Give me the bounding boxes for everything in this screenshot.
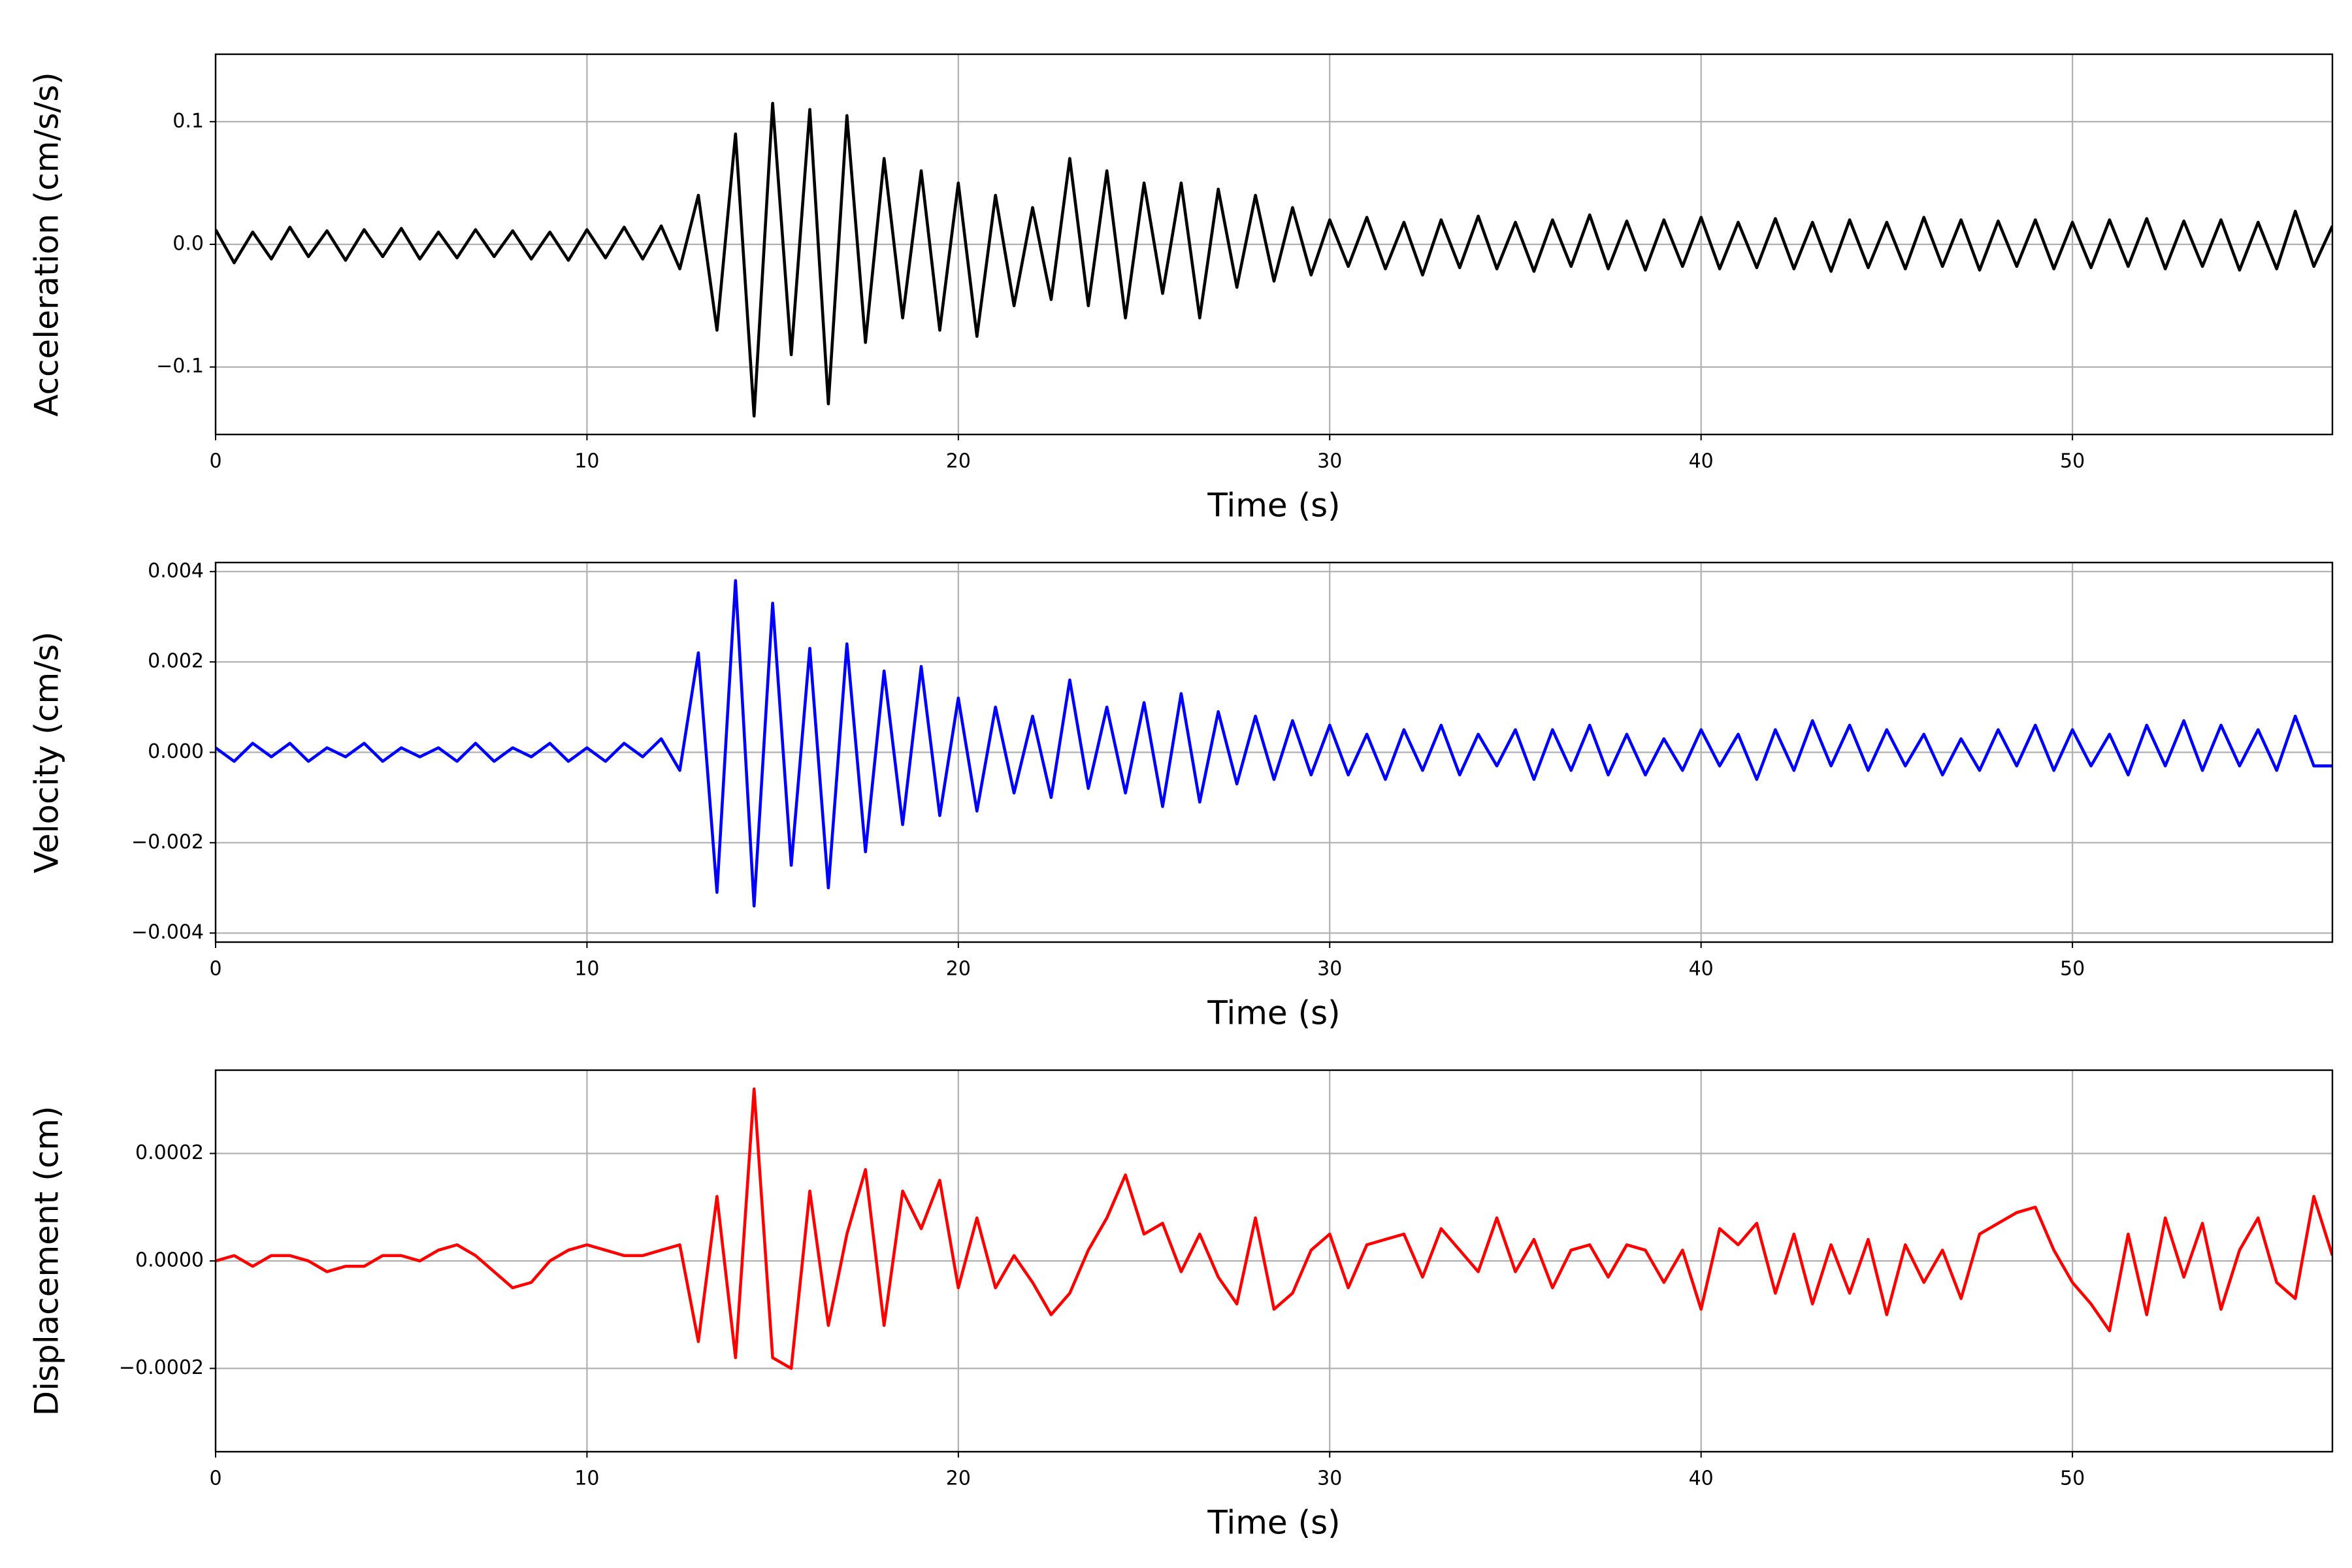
- x-tick-label: 30: [1317, 958, 1342, 981]
- x-tick-label: 50: [2060, 450, 2085, 473]
- x-axis-label: Time (s): [1207, 487, 1340, 525]
- y-tick-label: −0.002: [131, 830, 204, 853]
- x-tick-label: 10: [574, 958, 599, 981]
- y-tick-label: 0.000: [148, 740, 204, 763]
- y-axis-label: Acceleration (cm/s/s): [28, 72, 66, 417]
- x-tick-label: 50: [2060, 958, 2085, 981]
- y-tick-label: 0.002: [148, 650, 204, 673]
- y-tick-label: −0.004: [131, 921, 204, 944]
- x-tick-label: 20: [946, 1467, 971, 1490]
- signal-line: [216, 1087, 2332, 1370]
- x-tick-label: 20: [946, 450, 971, 473]
- x-tick-label: 50: [2060, 1467, 2085, 1490]
- y-axis-label: Velocity (cm/s): [28, 631, 66, 873]
- axes-frame: [214, 53, 2334, 436]
- x-tick-label: 0: [209, 958, 221, 981]
- x-tick-label: 0: [209, 1467, 221, 1490]
- signal-line: [216, 101, 2332, 418]
- y-tick-label: −0.0002: [119, 1356, 204, 1379]
- y-axis-label: Displacement (cm): [28, 1106, 66, 1416]
- x-tick-label: 30: [1317, 450, 1342, 473]
- y-tick-label: 0.0000: [135, 1249, 204, 1272]
- y-tick-label: 0.1: [172, 110, 204, 133]
- y-tick-label: 0.0: [172, 233, 204, 255]
- y-tick-label: 0.0002: [135, 1141, 204, 1164]
- y-tick-label: 0.004: [148, 559, 204, 582]
- y-tick-label: −0.1: [156, 355, 204, 378]
- x-tick-label: 30: [1317, 1467, 1342, 1490]
- axes-frame: [214, 561, 2334, 943]
- x-tick-label: 40: [1689, 958, 1714, 981]
- x-tick-label: 10: [574, 1467, 599, 1490]
- x-axis-label: Time (s): [1207, 994, 1340, 1032]
- axes-frame: [214, 1069, 2334, 1453]
- x-tick-label: 40: [1689, 1467, 1714, 1490]
- signal-line: [216, 579, 2332, 907]
- x-tick-label: 20: [946, 958, 971, 981]
- x-axis-label: Time (s): [1207, 1504, 1340, 1542]
- x-tick-label: 40: [1689, 450, 1714, 473]
- x-tick-label: 10: [574, 450, 599, 473]
- x-tick-label: 0: [209, 450, 221, 473]
